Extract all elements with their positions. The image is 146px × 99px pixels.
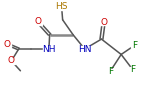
Polygon shape — [79, 46, 91, 52]
Text: O: O — [4, 40, 11, 49]
Text: NH: NH — [42, 45, 56, 53]
Polygon shape — [107, 69, 113, 74]
Polygon shape — [3, 41, 11, 47]
Text: F: F — [108, 67, 113, 76]
Polygon shape — [55, 4, 68, 10]
Polygon shape — [43, 46, 55, 52]
Text: O: O — [100, 18, 107, 27]
Text: HS: HS — [55, 2, 68, 11]
Text: O: O — [34, 17, 41, 26]
Text: F: F — [130, 65, 135, 74]
Polygon shape — [131, 43, 138, 48]
Polygon shape — [100, 19, 107, 25]
Text: F: F — [132, 41, 137, 50]
Text: O: O — [8, 56, 15, 65]
Polygon shape — [8, 58, 15, 64]
Polygon shape — [34, 19, 42, 25]
Polygon shape — [130, 67, 136, 72]
Text: HN: HN — [78, 45, 91, 53]
